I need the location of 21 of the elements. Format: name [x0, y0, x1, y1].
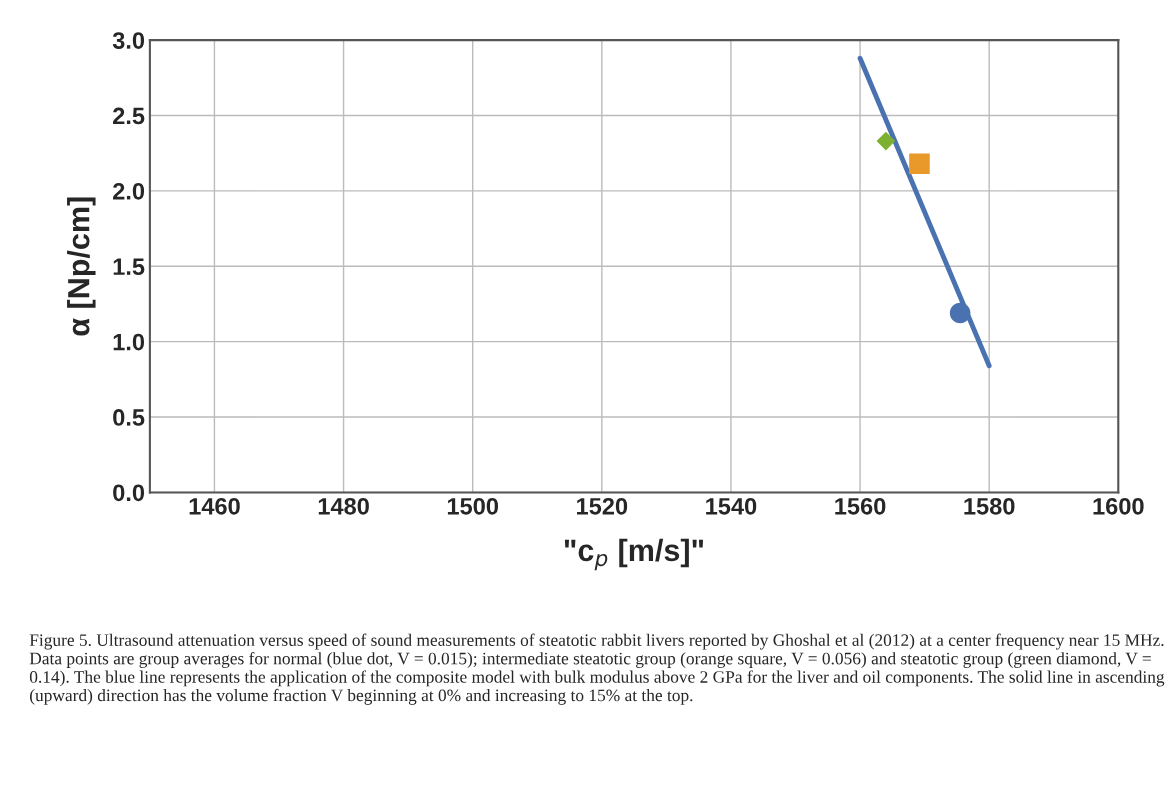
caption: Figure 5. Ultrasound attenuation versus speed of sound measurements of steatotic rabbit livers reported by Ghoshal et al (2012) at a center frequency near 15 MHz. Data points are group averages for normal (blue dot, V = 0.015); intermediate steatotic group (orange square, V = 0.056) and steatotic group (green diamond, V = 0.14). The blue line represents the application of the composite model with bulk modulus above 2 GPa for the liver and oil components. The solid line in ascending (upward) direction has the volume fraction V beginning at 0% and increasing to 15% at the top. — [29, 633, 1165, 705]
y-tick-label: 0.0 — [113, 484, 145, 502]
x-tick-label: 1480 — [318, 497, 369, 515]
x-tick-label: 1600 — [1093, 497, 1144, 515]
x-tick-label: 1520 — [577, 497, 628, 515]
x-tick-label: 1460 — [189, 497, 240, 515]
point — [949, 302, 971, 324]
y-axis-title: α [Np/cm] — [67, 197, 96, 336]
y-tick-label: 0.5 — [113, 409, 145, 426]
x-tick-label: 1580 — [964, 497, 1015, 515]
y-tick-label: 3.0 — [112, 32, 145, 49]
x-axis-title: "c$_{p}$ [m/s]" — [564, 538, 704, 571]
y-tick-label: 1.5 — [113, 258, 145, 276]
point — [909, 153, 930, 175]
y-tick-label: 2.0 — [113, 182, 145, 200]
x-tick-label: 1540 — [706, 497, 757, 515]
point — [876, 131, 896, 151]
x-tick-label: 1500 — [447, 497, 498, 515]
x-tick-label: 1560 — [835, 497, 886, 515]
y-tick-label: 2.5 — [113, 107, 145, 125]
y-tick-label: 1.0 — [113, 333, 145, 351]
